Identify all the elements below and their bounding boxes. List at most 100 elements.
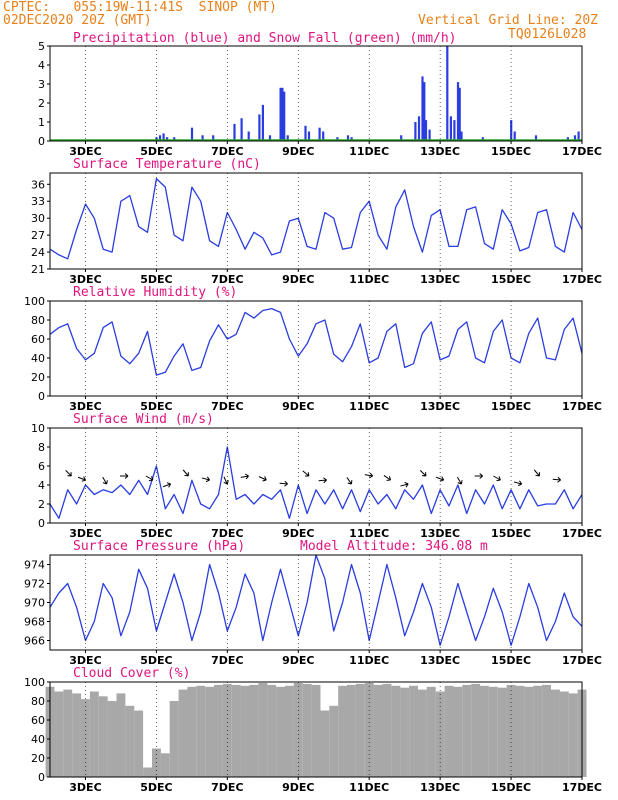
y-tick-label: 0: [38, 135, 45, 148]
precip-bar: [307, 131, 311, 141]
y-tick-label: 40: [31, 352, 45, 365]
x-tick-label: 11DEC: [349, 145, 389, 158]
wind-arrow-path: [533, 469, 540, 477]
y-tick-label: 2: [38, 97, 45, 110]
x-tick-label: 17DEC: [562, 400, 602, 413]
x-tick-label: 11DEC: [349, 527, 389, 540]
cloud-bar: [329, 705, 339, 778]
y-tick-label: 100: [24, 676, 45, 689]
panel-title-0: Precipitation (blue) and Snow Fall (gree…: [73, 31, 457, 46]
y-tick-label: 20: [31, 752, 45, 765]
wind-arrow-path: [302, 470, 310, 477]
panel-subtitle-4: Model Altitude: 346.08 m: [300, 539, 488, 554]
cloud-bar: [444, 685, 454, 777]
y-tick-label: 100: [24, 295, 45, 308]
x-tick-label: 5DEC: [140, 145, 172, 158]
precip-bar: [424, 120, 428, 141]
wind-arrow: [419, 469, 427, 477]
x-tick-label: 7DEC: [211, 654, 243, 667]
precip-bar: [201, 135, 204, 141]
wind-arrow-path: [258, 476, 267, 482]
cloud-bar: [249, 684, 259, 777]
wind-arrow-path: [182, 469, 189, 477]
precip-bar: [481, 137, 484, 141]
precip-bar: [286, 135, 289, 141]
precip-bar: [513, 131, 516, 141]
precip-bar: [453, 120, 456, 141]
y-tick-label: 30: [31, 212, 45, 225]
series-line-4: [49, 554, 583, 646]
cloud-bar: [515, 685, 525, 777]
x-tick-label: 15DEC: [491, 145, 531, 158]
precip-bar: [279, 87, 282, 141]
cloud-bar: [214, 684, 223, 777]
cloud-bar: [231, 684, 241, 777]
wind-arrow-path: [162, 482, 172, 488]
wind-arrow: [456, 476, 463, 485]
y-tick-label: 0: [38, 517, 45, 530]
wind-arrow: [302, 470, 310, 477]
panel-title-4: Surface Pressure (hPa): [73, 539, 245, 554]
wind-arrow-path: [279, 480, 288, 487]
cloud-bar: [533, 685, 543, 777]
precip-bar: [240, 118, 243, 141]
wind-arrow-path: [120, 473, 129, 479]
cloud-bar: [568, 693, 578, 777]
x-tick-label: 17DEC: [562, 781, 602, 794]
precip-bar: [534, 135, 538, 141]
x-tick-label: 5DEC: [140, 781, 172, 794]
panel-title-3: Surface Wind (m/s): [73, 412, 214, 427]
precip-bar: [456, 82, 460, 141]
x-tick-label: 3DEC: [69, 273, 101, 286]
cloud-bar: [426, 686, 436, 778]
y-tick-label: 36: [31, 178, 45, 191]
cloud-bar: [196, 685, 206, 777]
header-station: CPTEC: 055:19W-11:41S SINOP (MT): [3, 0, 277, 15]
x-tick-label: 7DEC: [211, 400, 243, 413]
cloud-bar: [143, 767, 152, 777]
cloud-bar: [107, 701, 117, 777]
cloud-bar: [373, 684, 383, 777]
wind-arrow-path: [474, 473, 484, 479]
precip-bar: [212, 135, 215, 141]
x-tick-label: 9DEC: [282, 527, 314, 540]
cloud-bar: [276, 686, 285, 778]
y-tick-label: 80: [31, 314, 45, 327]
y-tick-label: 5: [38, 40, 45, 53]
x-tick-label: 17DEC: [562, 527, 602, 540]
cloud-bar: [542, 684, 551, 777]
cloud-bar: [347, 684, 356, 777]
wind-arrow: [400, 481, 409, 488]
wind-arrow: [383, 475, 391, 481]
y-tick-label: 1: [38, 116, 45, 129]
y-tick-label: 40: [31, 733, 45, 746]
panel-frame-2: [49, 300, 583, 397]
cloud-bar: [169, 701, 179, 777]
wind-arrow: [279, 480, 288, 487]
precip-bar: [446, 46, 449, 141]
y-tick-label: 972: [24, 578, 45, 591]
x-tick-label: 17DEC: [562, 273, 602, 286]
x-tick-label: 3DEC: [69, 781, 101, 794]
wind-arrow-path: [223, 476, 229, 485]
panel-title-2: Relative Humidity (%): [73, 285, 237, 300]
cloud-bar: [125, 705, 135, 778]
y-tick-label: 4: [38, 59, 45, 72]
cloud-bar: [302, 683, 312, 777]
wind-arrow-path: [318, 477, 327, 484]
x-tick-label: 11DEC: [349, 654, 389, 667]
precip-bar: [428, 129, 431, 141]
y-tick-label: 968: [24, 616, 45, 629]
y-tick-label: 8: [38, 441, 45, 454]
y-tick-label: 20: [31, 371, 45, 384]
precip-bar: [258, 114, 261, 141]
cloud-bar: [205, 686, 215, 778]
x-tick-label: 15DEC: [491, 400, 531, 413]
x-tick-label: 15DEC: [491, 273, 531, 286]
wind-arrow: [513, 480, 523, 487]
x-tick-label: 7DEC: [211, 781, 243, 794]
precip-bar: [350, 137, 353, 141]
wind-arrow-path: [346, 477, 353, 485]
precip-bar: [577, 131, 580, 141]
